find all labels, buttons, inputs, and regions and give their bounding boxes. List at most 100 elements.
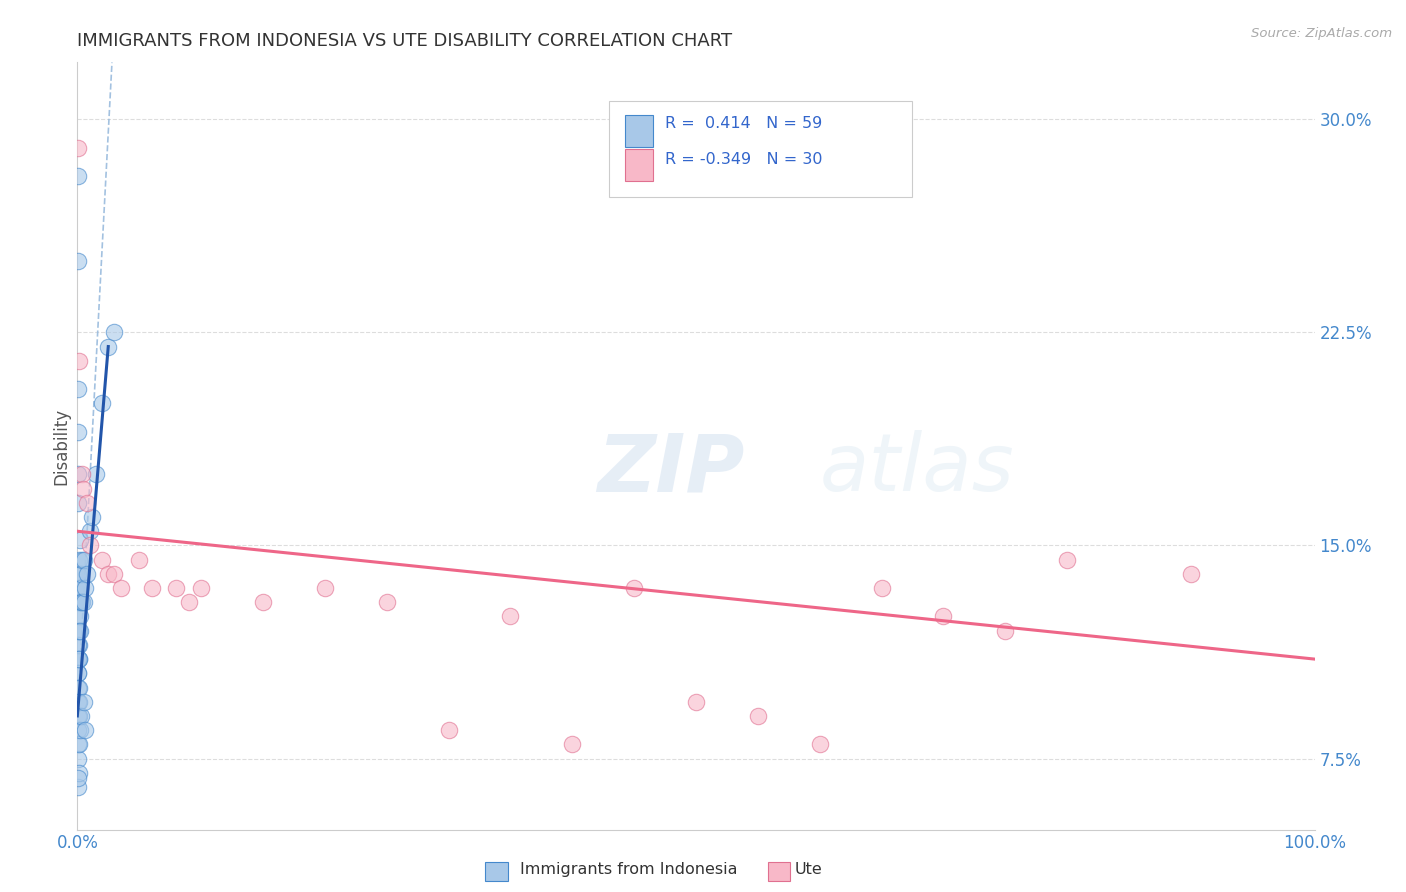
Point [69,581,91,595]
Point [623,581,645,595]
Point [79,524,101,539]
Point [67,595,90,609]
Point [67,652,90,666]
Text: Ute: Ute [794,863,823,877]
Text: Immigrants from Indonesia: Immigrants from Indonesia [520,863,738,877]
Point [375,595,398,609]
Point [67,709,90,723]
Text: R =  0.414   N = 59: R = 0.414 N = 59 [665,116,823,131]
Point [66,695,89,709]
Point [76,496,98,510]
Point [66,624,89,638]
Point [67,681,90,695]
Point [69,566,91,581]
Point [685,695,707,709]
Point [67,254,90,268]
Point [103,326,125,340]
Point [110,581,132,595]
Point [67,765,90,780]
Point [1056,552,1078,566]
Point [66,609,89,624]
Point [66,595,89,609]
Text: R = -0.349   N = 30: R = -0.349 N = 30 [665,153,823,168]
Point [747,709,769,723]
Point [91,552,114,566]
Bar [626,149,652,181]
Point [70,709,93,723]
Point [76,566,98,581]
Point [66,751,89,765]
Point [932,609,955,624]
Point [72,482,94,496]
Point [70,595,93,609]
Point [70,566,93,581]
Point [499,609,522,624]
Point [67,666,90,681]
Point [66,496,89,510]
Point [1180,566,1202,581]
Point [97,566,120,581]
Point [314,581,336,595]
Point [190,581,212,595]
Point [66,425,89,439]
Point [72,467,94,482]
Point [66,581,89,595]
Point [67,695,90,709]
Point [73,581,96,595]
Point [79,538,101,552]
Point [870,581,893,595]
Text: Source: ZipAtlas.com: Source: ZipAtlas.com [1251,27,1392,40]
Point [66,566,89,581]
Point [66,638,89,652]
Point [73,723,96,738]
Point [67,638,90,652]
Point [103,566,125,581]
Point [67,624,90,638]
Point [66,681,89,695]
Point [67,652,90,666]
Point [994,624,1017,638]
Point [66,382,89,396]
Point [141,581,163,595]
Point [72,552,94,566]
Point [67,737,90,751]
Point [82,510,104,524]
Point [66,652,89,666]
Point [69,624,91,638]
Point [66,737,89,751]
Point [67,353,90,368]
Point [66,666,89,681]
Point [67,552,90,566]
Point [66,169,89,183]
FancyBboxPatch shape [609,101,912,197]
Point [66,141,89,155]
Point [72,695,94,709]
Point [72,595,94,609]
Point [66,709,89,723]
Point [69,581,91,595]
Text: ZIP: ZIP [598,430,744,508]
Point [67,772,90,786]
Point [72,552,94,566]
Point [66,467,89,482]
Point [66,780,89,794]
Point [66,723,89,738]
Point [177,595,200,609]
Point [72,595,94,609]
Point [252,595,274,609]
Point [69,533,91,547]
Point [128,552,150,566]
Y-axis label: Disability: Disability [52,408,70,484]
Text: IMMIGRANTS FROM INDONESIA VS UTE DISABILITY CORRELATION CHART: IMMIGRANTS FROM INDONESIA VS UTE DISABIL… [77,32,733,50]
Point [91,396,114,410]
Point [437,723,460,738]
Point [561,737,583,751]
Text: atlas: atlas [820,430,1015,508]
Point [84,467,107,482]
Point [69,609,91,624]
Point [165,581,187,595]
Point [69,723,91,738]
Point [808,737,831,751]
Bar [626,114,652,147]
Point [97,340,120,354]
